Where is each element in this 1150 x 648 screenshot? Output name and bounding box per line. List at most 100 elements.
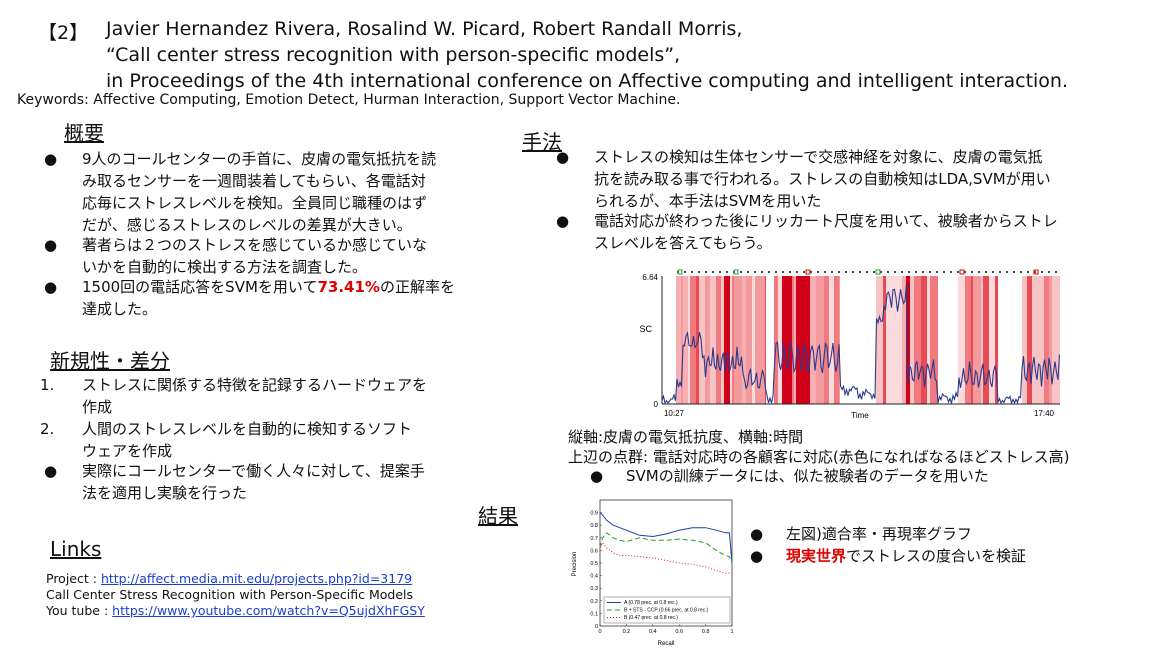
- stress-band: [710, 276, 716, 404]
- pr-legend-label: A (0.78 prec. at 0.8 rec.): [624, 600, 678, 606]
- bullet-dot: ●: [44, 150, 58, 168]
- reference-number: 【2】: [38, 22, 89, 44]
- pr-legend-label: B + STS - CCP (0.66 prec. at 0.8 rec.): [624, 608, 709, 614]
- bullet-dot: ●: [44, 236, 58, 254]
- call-dot: [921, 270, 925, 274]
- reference-venue: in Proceedings of the 4th international …: [106, 70, 1069, 92]
- project-label: Project :: [46, 571, 101, 586]
- stress-band: [824, 276, 829, 404]
- call-marker: [733, 269, 739, 275]
- stress-band: [760, 276, 765, 404]
- call-marker: [1033, 269, 1039, 275]
- pr-y-tick-label: 0.6: [590, 548, 598, 554]
- pr-legend-label: B (0.47 prec. at 0.8 rec.): [624, 615, 678, 621]
- overview-bullet-3-line2: 達成した。: [82, 300, 158, 318]
- pr-x-tick-label: 0: [598, 629, 601, 635]
- method-bullet-1-line: られるが、本手法はSVMを用いた: [594, 192, 822, 210]
- project-link[interactable]: http://affect.media.mit.edu/projects.php…: [100, 571, 413, 586]
- stress-band: [755, 276, 760, 404]
- stress-band-high: [796, 276, 804, 404]
- call-dot: [711, 270, 715, 274]
- pr-series-line: [599, 541, 732, 574]
- overview-bullet-1-line: 応毎にストレスレベルを検知。全員同じ職種のはず: [82, 194, 428, 212]
- call-dot: [865, 270, 869, 274]
- bullet-dot: ●: [556, 212, 570, 230]
- accuracy-pre: 1500回の電話応答をSVMを用いて: [82, 278, 318, 296]
- bullet-dot: ●: [590, 467, 604, 485]
- novelty-item-1: 1. ストレスに関係する特徴を記録するハードウェアを 作成: [40, 374, 510, 420]
- stress-band: [1059, 276, 1060, 404]
- call-dot: [788, 270, 792, 274]
- stress-band: [921, 276, 927, 404]
- figure-caption-axes: 縦軸:皮膚の電気抵抗度、横軸:時間: [568, 428, 804, 446]
- stress-band: [705, 276, 710, 404]
- pr-legend-items: A (0.78 prec. at 0.8 rec.) B + STS - CCP …: [607, 600, 709, 621]
- pr-y-ticks: 0 0.1 0.2 0.3 0.4 0.5 0.6 0.7 0.8 0.9: [590, 511, 602, 630]
- stress-band: [1049, 276, 1052, 404]
- call-dot: [977, 270, 981, 274]
- stress-band: [1025, 276, 1027, 404]
- keywords: Keywords: Affective Computing, Emotion D…: [17, 92, 681, 108]
- stress-band: [816, 276, 824, 404]
- stress-band: [681, 276, 683, 404]
- svm-note-text: SVMの訓練データには、似た被験者のデータを用いた: [626, 467, 989, 485]
- stress-band: [876, 276, 883, 404]
- novelty-item-1-line: 作成: [82, 398, 113, 416]
- overview-bullet-2-line: いかを自動的に検出する方法を調査した。: [82, 258, 368, 276]
- call-dot: [767, 270, 771, 274]
- accuracy-value: 73.41%: [317, 278, 380, 296]
- novelty-heading: 新規性・差分: [50, 349, 170, 373]
- call-dot: [823, 270, 827, 274]
- stress-band: [1032, 276, 1039, 404]
- stress-band: [971, 276, 973, 404]
- call-dot: [830, 270, 834, 274]
- overview-bullet-1-line: 9人のコールセンターの手首に、皮膚の電気抵抗を読: [82, 150, 437, 168]
- item-marker: 2.: [40, 420, 55, 438]
- novelty-item-3-line: 法を適用し実験を行った: [82, 484, 248, 502]
- call-dot: [816, 270, 820, 274]
- stress-band: [721, 276, 724, 404]
- stress-band-high: [782, 276, 792, 404]
- stress-band: [1022, 276, 1025, 404]
- novelty-item-3-line: 実際にコールセンターで働く人々に対して、提案手: [82, 462, 425, 480]
- stress-band: [958, 276, 960, 404]
- call-dot: [851, 270, 855, 274]
- sc-x-end-label: 17:40: [1034, 409, 1055, 418]
- stress-band: [983, 276, 989, 404]
- call-dot: [739, 270, 743, 274]
- stress-band: [1044, 276, 1047, 404]
- results-bullet-2-text: 現実世界でストレスの度合いを検証: [786, 545, 1026, 567]
- youtube-link[interactable]: https://www.youtube.com/watch?v=Q5ujdXhF…: [112, 603, 425, 618]
- results-bullet-1: ● 左図)適合率・再現率グラフ: [750, 523, 1130, 545]
- figure-caption-dots: 上辺の点群: 電話対応時の各顧客に対応(赤色になればなるほどストレス高): [568, 448, 1070, 466]
- youtube-link-row: You tube : https://www.youtube.com/watch…: [46, 603, 425, 618]
- call-dot: [725, 270, 729, 274]
- call-dot: [844, 270, 848, 274]
- stress-band: [810, 276, 816, 404]
- pr-x-tick-label: 0.4: [649, 629, 657, 635]
- call-dot: [998, 270, 1002, 274]
- pr-y-tick-label: 0.9: [590, 511, 598, 517]
- call-dot: [893, 270, 897, 274]
- precision-recall-chart: 00.10.20.30.40.50.60.70.80.9 0 0.2 0.4 0.6 0…: [572, 499, 734, 647]
- stress-band: [780, 276, 783, 404]
- stress-band: [902, 276, 909, 404]
- sc-x-mid-label: Time: [851, 411, 869, 420]
- stress-band: [696, 276, 699, 404]
- call-dot: [900, 270, 904, 274]
- stress-band: [886, 276, 894, 404]
- pr-x-ticks: 0 0.2 0.4 0.6 0.8 1: [598, 624, 734, 635]
- call-dot: [802, 270, 806, 274]
- overview-bullet-1-line: だが、感じるストレスのレベルの差異が大きい。: [82, 216, 412, 234]
- bullet-dot: ●: [44, 462, 58, 480]
- stress-band: [1039, 276, 1044, 404]
- reference-authors: Javier Hernandez Rivera, Rosalind W. Pic…: [106, 18, 743, 40]
- pr-series: [599, 512, 733, 574]
- call-dot: [683, 270, 687, 274]
- skin-conductance-figure: 6.64 0 SC 10:27 Time 17:40: [639, 269, 1061, 420]
- call-dot: [956, 270, 960, 274]
- call-dot: [907, 270, 911, 274]
- youtube-label: You tube :: [46, 603, 113, 618]
- pr-series-line: [599, 512, 733, 564]
- item-marker: 1.: [40, 376, 55, 394]
